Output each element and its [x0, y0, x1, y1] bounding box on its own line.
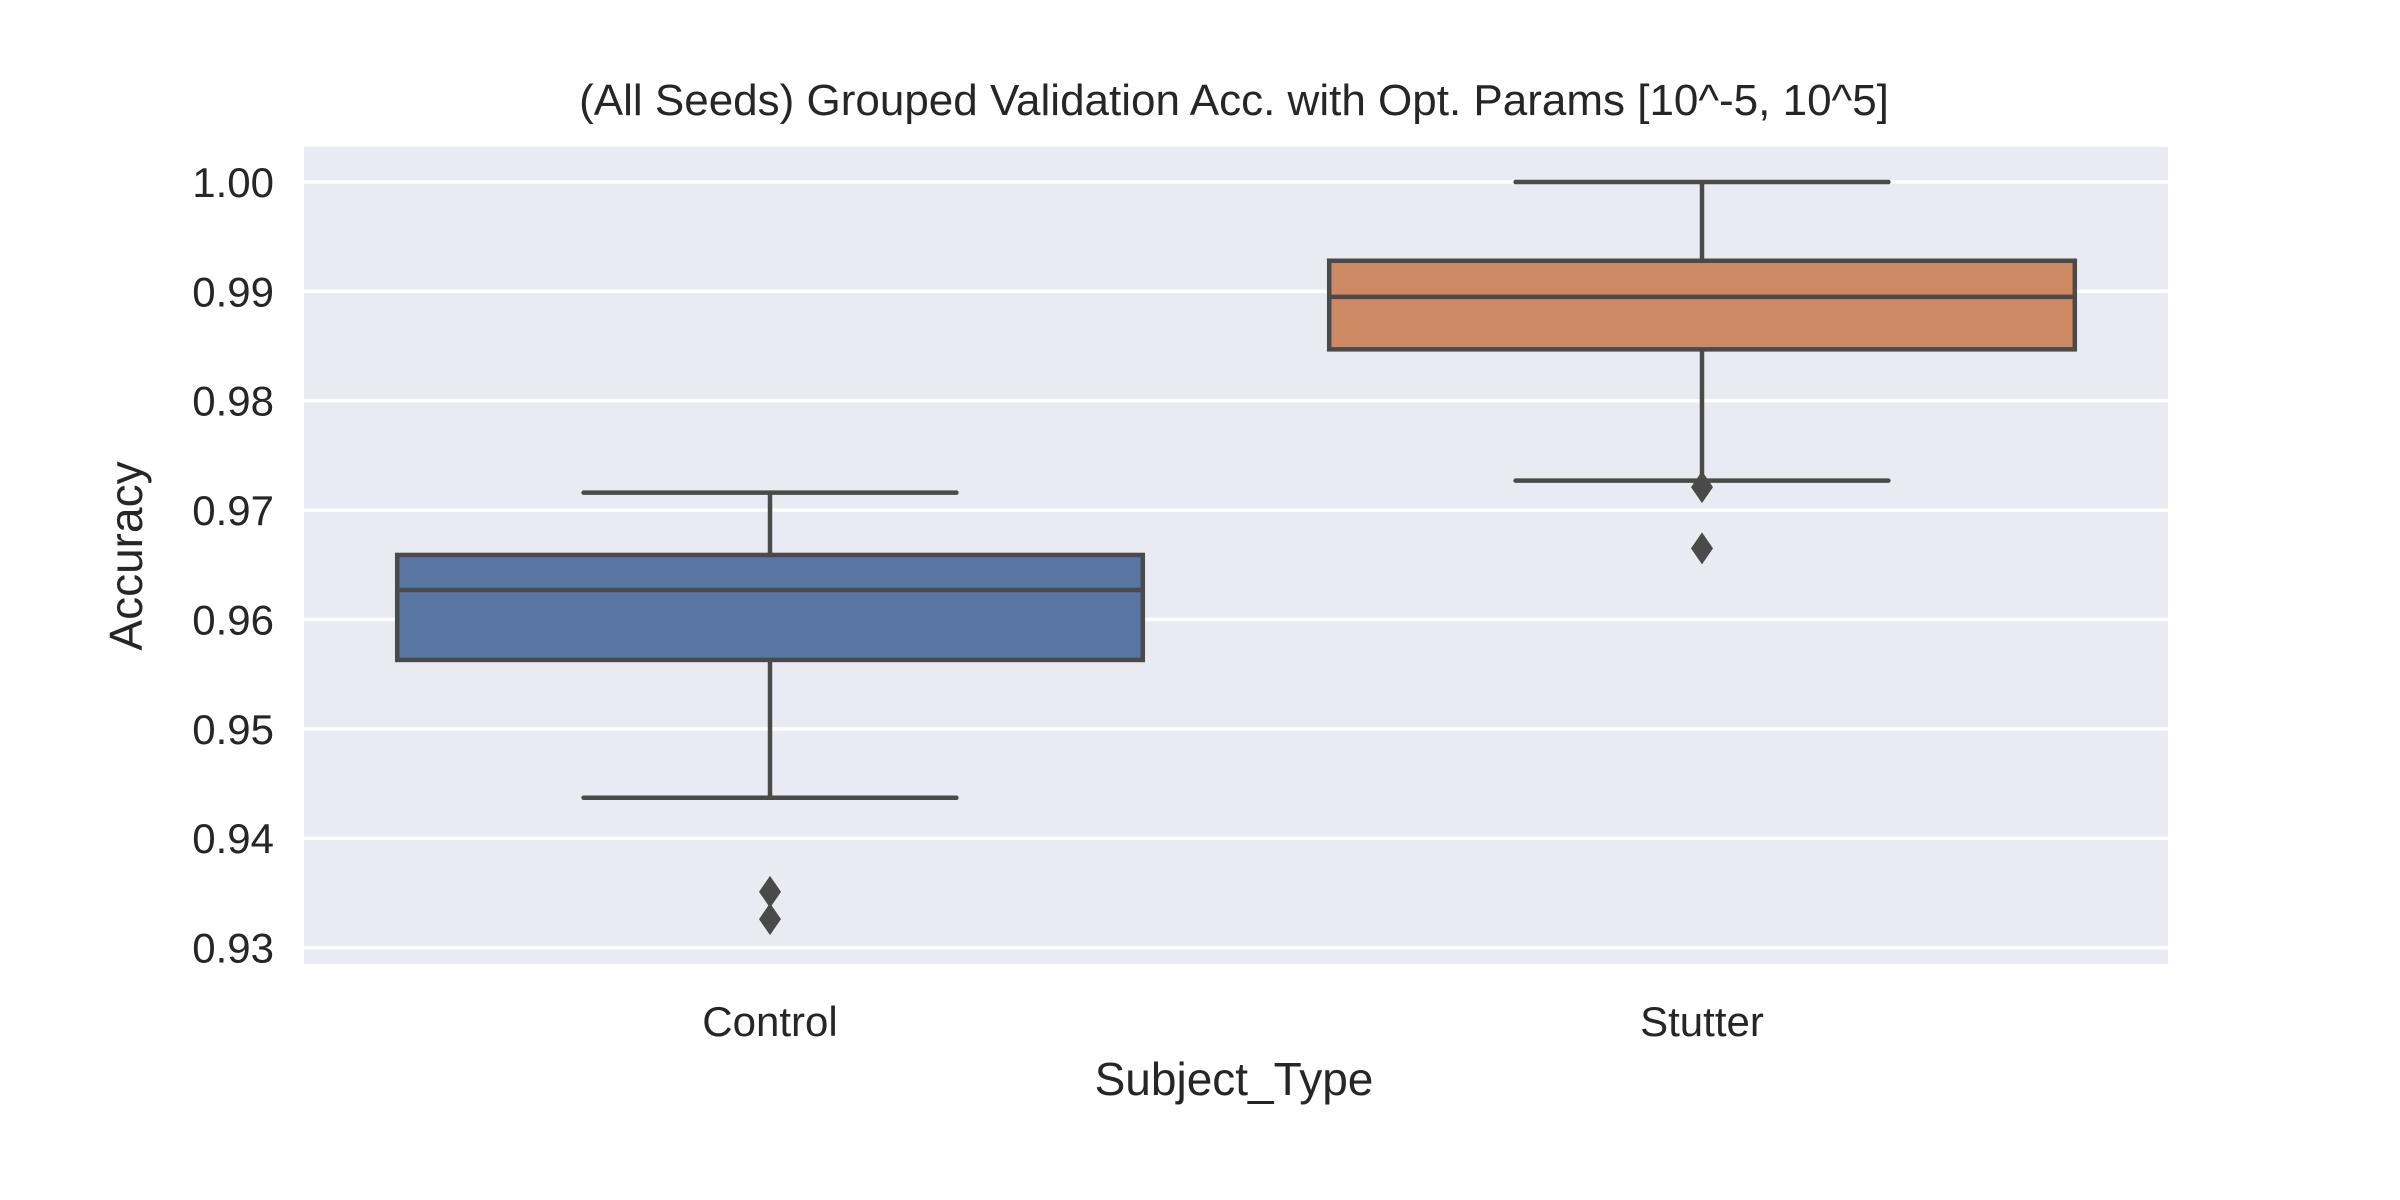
outlier-point — [1691, 532, 1713, 565]
iqr-box — [394, 552, 1146, 663]
chart-title: (All Seeds) Grouped Validation Acc. with… — [579, 76, 1889, 125]
x-tick-label: Control — [702, 998, 837, 1045]
y-tick-label: 1.00 — [192, 159, 274, 206]
boxes-layer — [394, 179, 2078, 936]
box-group-control — [394, 490, 1146, 936]
iqr-box — [1326, 258, 2078, 352]
y-tick-label: 0.99 — [192, 268, 274, 315]
tick-labels: 0.93 0.94 0.95 0.96 0.97 0.98 0.99 1.00 Control S… — [192, 159, 1764, 1045]
outlier-point — [1691, 471, 1713, 504]
x-tick-label: Stutter — [1640, 998, 1764, 1045]
y-tick-label: 0.94 — [192, 815, 274, 862]
y-tick-label: 0.93 — [192, 925, 274, 972]
y-axis-label: Accuracy — [100, 461, 152, 650]
y-tick-label: 0.97 — [192, 487, 274, 534]
y-tick-label: 0.98 — [192, 378, 274, 425]
box-group-stutter — [1326, 179, 2078, 565]
y-tick-label: 0.96 — [192, 596, 274, 643]
outlier-point — [759, 903, 781, 936]
x-axis-label: Subject_Type — [1095, 1053, 1374, 1105]
outlier-point — [759, 875, 781, 908]
y-tick-label: 0.95 — [192, 706, 274, 753]
